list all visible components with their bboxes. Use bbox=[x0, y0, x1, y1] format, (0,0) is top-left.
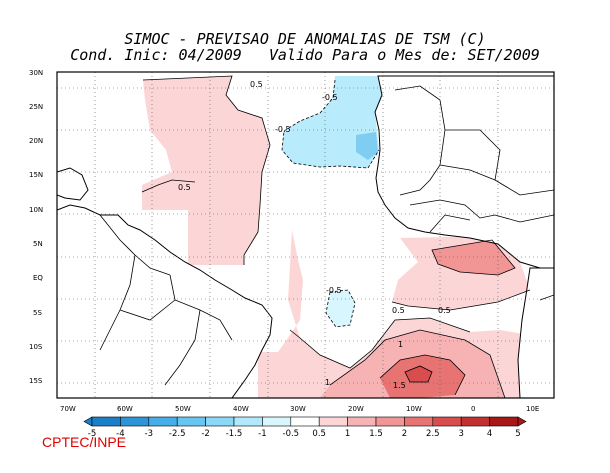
colorbar-label: 1.5 bbox=[369, 429, 383, 439]
colorbar-swatch bbox=[318, 416, 348, 427]
contour-label: 1.5 bbox=[393, 381, 406, 390]
colorbar-swatch bbox=[205, 416, 235, 427]
anomaly-positive-gulf-core bbox=[432, 240, 515, 275]
map-frame bbox=[56, 71, 555, 399]
colorbar-swatch bbox=[432, 416, 462, 427]
colorbar-label: -4 bbox=[116, 429, 124, 439]
colorbar-swatch bbox=[375, 416, 405, 427]
contour-label: 1 bbox=[398, 340, 403, 349]
colorbar-swatch bbox=[120, 416, 150, 427]
lon-label: 30W bbox=[290, 405, 306, 413]
colorbar-label: 5 bbox=[515, 429, 520, 439]
colorbar-label: -0.5 bbox=[283, 429, 300, 439]
contour-label: 0.5 bbox=[392, 306, 405, 315]
colorbar-swatch bbox=[233, 416, 263, 427]
colorbar-swatch bbox=[91, 416, 121, 427]
colorbar: -5 -4 -3 -2.5 -2 -1.5 -1 -0.5 0.5 1 1.5 2 2.5 3 4 5 bbox=[83, 416, 527, 439]
colorbar-label: 2.5 bbox=[426, 429, 440, 439]
contour-label: 0.5 bbox=[250, 80, 263, 89]
colorbar-label: -5 bbox=[88, 429, 96, 439]
colorbar-label: 0.5 bbox=[312, 429, 326, 439]
colorbar-swatch bbox=[290, 416, 320, 427]
lon-label: 10E bbox=[526, 405, 539, 413]
colorbar-label: 1 bbox=[345, 429, 350, 439]
graticule bbox=[57, 72, 554, 398]
colorbar-swatch bbox=[404, 416, 434, 427]
land-central-america bbox=[57, 167, 89, 201]
contour-label: 1 bbox=[325, 378, 330, 387]
lat-label: 15N bbox=[29, 171, 43, 179]
lat-label: 25N bbox=[29, 103, 43, 111]
contour-label: -0.5 bbox=[326, 286, 342, 295]
lat-label: 30N bbox=[29, 69, 43, 77]
colorbar-label: -2 bbox=[201, 429, 209, 439]
lon-label: 60W bbox=[117, 405, 133, 413]
anomaly-positive-south-max bbox=[405, 366, 432, 382]
lon-label: 20W bbox=[348, 405, 364, 413]
map-title-line-2: Cond. Inic: 04/2009 Valido Para o Mes de… bbox=[70, 46, 540, 64]
colorbar-label: -2.5 bbox=[169, 429, 186, 439]
longitude-labels: 70W 60W 50W 40W 30W 20W 10W 0 10E bbox=[60, 405, 539, 413]
land-africa bbox=[374, 75, 554, 269]
contour-label: -0.5 bbox=[275, 125, 291, 134]
anomaly-positive-northwest bbox=[142, 76, 270, 265]
land-south-america bbox=[57, 204, 273, 398]
contour-lines bbox=[141, 75, 531, 398]
latitude-labels: 30N 25N 20N 15N 10N 5N EQ 5S 10S 15S bbox=[29, 69, 43, 385]
lat-label: 10S bbox=[29, 343, 43, 351]
contour-label: 0.5 bbox=[178, 183, 191, 192]
lon-label: 50W bbox=[175, 405, 191, 413]
colorbar-swatch bbox=[460, 416, 490, 427]
lat-label: 5N bbox=[33, 240, 43, 248]
colorbar-label: 3 bbox=[458, 429, 463, 439]
colorbar-swatch bbox=[347, 416, 377, 427]
lat-label: 20N bbox=[29, 137, 43, 145]
colorbar-right-arrow bbox=[517, 416, 527, 427]
lon-label: 0 bbox=[471, 405, 475, 413]
credit-label: CPTEC/INPE bbox=[42, 434, 127, 450]
colorbar-label: -3 bbox=[145, 429, 153, 439]
colorbar-label: 2 bbox=[402, 429, 407, 439]
lat-label: 15S bbox=[29, 377, 43, 385]
colorbar-swatch bbox=[489, 416, 519, 427]
lon-label: 70W bbox=[60, 405, 76, 413]
contour-label: -0.5 bbox=[322, 93, 338, 102]
contour-label: 0.5 bbox=[438, 306, 451, 315]
lat-label: EQ bbox=[33, 274, 43, 282]
colorbar-left-arrow bbox=[83, 416, 93, 427]
colorbar-swatch bbox=[176, 416, 206, 427]
colorbar-label: 4 bbox=[487, 429, 492, 439]
lat-label: 10N bbox=[29, 206, 43, 214]
colorbar-swatch bbox=[148, 416, 178, 427]
map-title-line-1: SIMOC - PREVISAO DE ANOMALIAS DE TSM (C) bbox=[124, 30, 486, 48]
anomaly-negative-core bbox=[356, 132, 378, 160]
lon-label: 40W bbox=[233, 405, 249, 413]
colorbar-swatch bbox=[262, 416, 292, 427]
colorbar-label: -1 bbox=[258, 429, 266, 439]
lat-label: 5S bbox=[33, 309, 42, 317]
lon-label: 10W bbox=[406, 405, 422, 413]
colorbar-label: -1.5 bbox=[226, 429, 243, 439]
